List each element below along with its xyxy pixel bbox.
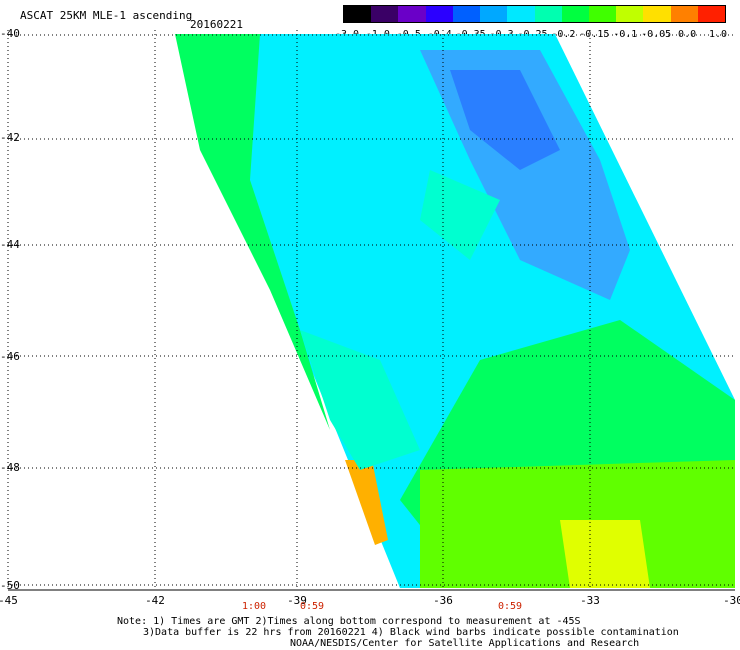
ytick-label: -44 [0,238,20,251]
ytick-label: -48 [0,461,20,474]
colorbar-label: -0.15 [579,29,610,40]
colorbar-swatch [507,6,535,22]
footer-credit: NOAA/NESDIS/Center for Satellite Applica… [290,638,640,649]
swath-minimum [450,70,560,170]
colorbar-swatch [616,6,644,22]
ytick-label: -40 [0,27,20,40]
footer-note-1: Note: 1) Times are GMT 2)Times along bot… [117,616,581,627]
xtick-label: -36 [433,594,453,607]
time-label: 0:59 [498,601,523,612]
xtick-label: -33 [580,594,600,607]
colorbar-label: 0.0 [678,29,697,40]
time-label: 1:00 [242,601,267,612]
colorbar-swatch [480,6,508,22]
header-title: ASCAT 25KM MLE-1 ascending [20,9,193,22]
swath-west-edge [175,34,330,430]
colorbar-swatch [534,6,562,22]
swath-aqua-patch [420,170,500,260]
xtick-label: -30 [723,594,740,607]
ytick-label: -50 [0,579,20,592]
colorbar-label: 1.0 [708,29,728,40]
swath-max-region [560,520,650,588]
time-label: 0:59 [300,601,325,612]
colorbar-label: -0.2 [551,29,576,40]
colorbar-swatch [643,6,671,22]
colorbar-swatch [452,6,481,22]
colorbar-swatch [588,6,617,22]
xtick-label: -39 [287,594,307,607]
swath-mid-aqua [300,330,420,470]
swath-edge-orange [345,460,388,545]
colorbar [343,5,726,23]
header-date: 20160221 [190,18,243,31]
ytick-label: -46 [0,350,20,363]
colorbar-swatch [670,6,698,22]
colorbar-swatch [398,6,426,22]
colorbar-swatch [344,6,372,22]
colorbar-swatch [425,6,453,22]
xtick-label: -45 [0,594,18,607]
colorbar-label: -0.1 [613,29,638,40]
colorbar-swatch [561,6,589,22]
ytick-label: -42 [0,131,20,144]
footer-note-2: 3)Data buffer is 22 hrs from 20160221 4)… [143,627,679,638]
colorbar-swatch [371,6,399,22]
xtick-label: -42 [145,594,165,607]
colorbar-swatch [697,6,726,22]
